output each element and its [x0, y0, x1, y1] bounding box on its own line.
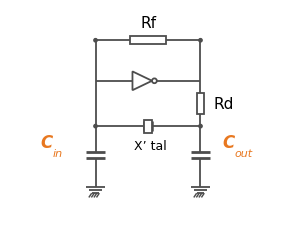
- Text: in: in: [53, 148, 63, 158]
- Circle shape: [94, 39, 97, 43]
- Text: X’ tal: X’ tal: [134, 139, 167, 152]
- Text: C: C: [222, 133, 234, 151]
- Circle shape: [152, 79, 157, 84]
- Bar: [144, 120, 152, 133]
- Text: out: out: [234, 148, 252, 158]
- Text: Rf: Rf: [140, 15, 156, 30]
- Circle shape: [199, 125, 202, 128]
- Bar: [197, 94, 204, 114]
- Polygon shape: [133, 72, 152, 91]
- Bar: [130, 37, 166, 45]
- Text: C: C: [41, 133, 53, 151]
- Circle shape: [199, 39, 202, 43]
- Circle shape: [94, 125, 97, 128]
- Text: Rd: Rd: [214, 96, 234, 111]
